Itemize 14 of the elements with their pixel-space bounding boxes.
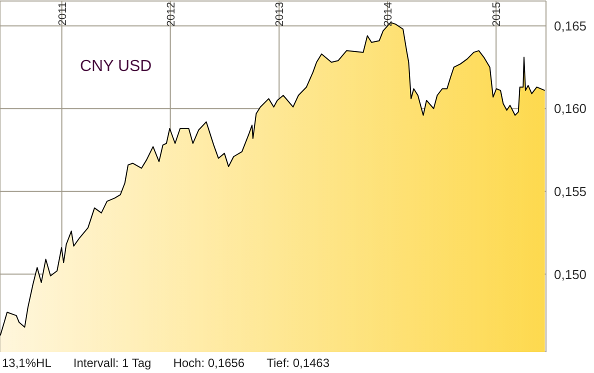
text: Intervall: 1 Tag	[73, 356, 152, 370]
text: Tief: 0,1463	[266, 356, 330, 370]
text: 13,1%HL	[2, 356, 52, 370]
x-tick-label: 2011	[56, 2, 69, 26]
y-tick-label: 0,155	[554, 184, 587, 200]
y-tick-label: 0,160	[554, 101, 587, 116]
x-tick-label: 2012	[165, 2, 178, 26]
text: CNY USD	[80, 58, 152, 76]
x-tick-label: 2014	[382, 2, 395, 26]
y-tick-label: 0,150	[554, 266, 587, 282]
text: Hoch: 0,1656	[173, 356, 245, 370]
x-tick-label: 2015	[491, 2, 504, 26]
y-tick-label: 0,165	[554, 18, 587, 34]
x-tick-label: 2013	[274, 2, 286, 26]
